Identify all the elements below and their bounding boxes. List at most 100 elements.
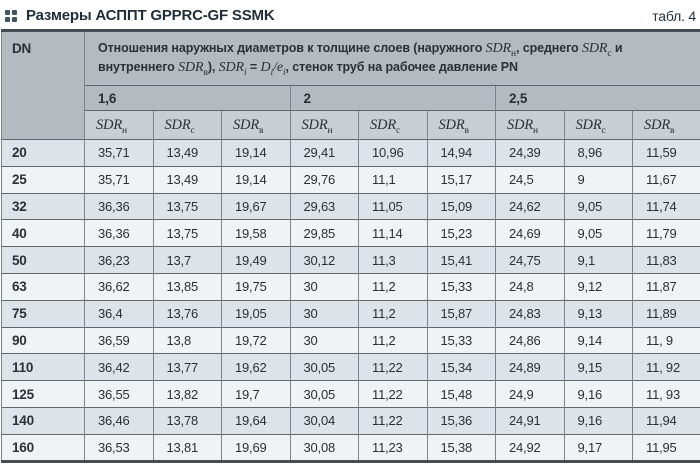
diameter-symbol: Di [260, 59, 274, 78]
sdr-value: 29,63 [289, 192, 359, 220]
sdr-value: 11,05 [358, 192, 427, 220]
sdr-value: 13,75 [152, 219, 222, 247]
sdr-value: 19,05 [221, 299, 290, 328]
dn-value: 75 [1, 299, 85, 328]
sdr-value: 11,67 [632, 165, 700, 194]
sdr-value: 19,49 [221, 246, 290, 274]
fraction-slash: / [273, 59, 277, 75]
sdr-value: 9,14 [563, 326, 633, 354]
sdr-value: 19,14 [221, 139, 290, 167]
sdr-outer-symbol: SDRн [485, 41, 516, 60]
sdr-value: 11,22 [358, 353, 427, 381]
description-text: Отношения наружных диаметров к толщине с… [98, 41, 486, 56]
table-row: 32 36,36 13,75 19,67 29,63 11,05 15,09 24,62 9,0… [1, 192, 700, 220]
sdr-value: 11,2 [358, 272, 427, 301]
dn-value: 20 [1, 139, 85, 167]
sdr-value: 19,75 [221, 272, 290, 301]
sdr-value: 19,64 [221, 406, 290, 435]
pn-groups-row: 1,6 2 2,5 [2, 85, 700, 111]
description-text: , среднего [515, 41, 582, 56]
sdr-value: 9,1 [563, 246, 633, 274]
table-head: DN Отношения наружных диаметров к толщин… [1, 30, 700, 140]
sdr-value: 29,41 [289, 139, 359, 167]
table-row: 63 36,62 13,85 19,75 30 11,2 15,33 24,8 9,12 11,8… [1, 272, 700, 301]
table-row: 110 36,42 13,77 19,62 30,05 11,22 15,34 24,89 9,… [1, 353, 700, 381]
table-row: 125 36,55 13,82 19,7 30,05 11,22 15,48 24,9 9,16… [1, 380, 700, 408]
sdr-value: 9,16 [563, 406, 633, 435]
sdr-middle-symbol: SDRс [581, 41, 612, 60]
sdr-columns-row: SDRн SDRс SDRв SDRн SDRс SDRв SDRн SDRс … [2, 110, 700, 140]
sdr-value: 36,62 [84, 272, 153, 301]
description-text: , стенок труб на рабочее давление PN [285, 59, 519, 74]
sdr-value: 36,36 [84, 219, 153, 247]
sdr-value: 24,69 [495, 219, 564, 247]
sdr-value: 13,82 [152, 380, 222, 408]
dn-value: 32 [1, 192, 85, 220]
sdr-column-header: SDRн [84, 110, 153, 140]
sdr-value: 11,74 [632, 192, 700, 220]
sdr-value: 19,14 [221, 165, 290, 194]
sdr-value: 15,33 [426, 326, 496, 354]
main-header-row: DN Отношения наружных диаметров к толщин… [1, 30, 700, 140]
table-row: 90 36,59 13,8 19,72 30 11,2 15,33 24,86 9,14 11, … [1, 326, 700, 354]
dn-column-header: DN [1, 30, 85, 140]
sdr-value: 11,79 [632, 219, 700, 247]
table-row: 160 36,53 13,81 19,69 30,08 11,23 15,38 24,92 9,… [1, 433, 700, 462]
sdr-value: 11,94 [632, 406, 700, 435]
sdr-value: 11,95 [632, 433, 700, 462]
sdr-column-header: SDRс [563, 110, 633, 140]
caption-bar: Размеры АСППТ GPPRC-GF SSMK табл. 4 [1, 3, 699, 28]
sdr-value: 13,78 [152, 406, 222, 435]
sdr-value: 29,76 [289, 165, 359, 194]
sdr-inner-symbol: SDRв [178, 59, 208, 78]
page-title: Размеры АСППТ GPPRC-GF SSMK [26, 7, 275, 24]
sdr-value: 15,87 [426, 299, 496, 328]
sdr-value: 13,75 [152, 192, 222, 220]
sdr-value: 36,53 [84, 433, 153, 462]
sdr-column-header: SDRс [358, 110, 427, 140]
table-row: 20 35,71 13,49 19,14 29,41 10,96 14,94 24,39 8,9… [1, 139, 700, 167]
sdr-value: 30,08 [289, 433, 359, 462]
sdr-column-header: SDRв [426, 110, 496, 140]
sdr-value: 11,87 [632, 272, 700, 301]
sdr-value: 13,8 [152, 326, 222, 354]
sdr-value: 13,81 [152, 433, 222, 462]
sdr-value: 13,77 [152, 353, 222, 381]
sdr-value: 11,59 [632, 139, 700, 167]
dn-value: 40 [1, 219, 85, 247]
sdr-value: 13,49 [152, 139, 222, 167]
sdr-value: 19,62 [221, 353, 290, 381]
sdr-value: 36,36 [84, 192, 153, 220]
sdr-value: 19,58 [221, 219, 290, 247]
sdr-value: 11,22 [358, 406, 427, 435]
sdr-value: 24,91 [495, 406, 564, 435]
sdr-value: 24,8 [495, 272, 564, 301]
sdr-value: 11, 93 [632, 380, 700, 408]
sdr-dimensions-table: DN Отношения наружных диаметров к толщин… [1, 29, 700, 463]
sdr-value: 13,85 [152, 272, 222, 301]
sdr-value: 15,36 [426, 406, 496, 435]
sdr-value: 36,23 [84, 246, 153, 274]
sdr-value: 15,48 [426, 380, 496, 408]
sdr-value: 11,2 [358, 326, 427, 354]
sdr-value: 11,22 [358, 380, 427, 408]
sdr-i-symbol: SDRi [218, 59, 247, 78]
sdr-value: 9,05 [563, 192, 633, 220]
dn-value: 125 [1, 380, 85, 408]
sdr-value: 15,33 [426, 272, 496, 301]
sdr-value: 36,42 [84, 353, 153, 381]
pn-group-header: 2,5 [495, 85, 700, 111]
sdr-value: 13,49 [152, 165, 222, 194]
sdr-value: 13,76 [152, 299, 222, 328]
sdr-value: 11,89 [632, 299, 700, 328]
sdr-value: 24,5 [495, 165, 564, 194]
sdr-value: 14,94 [426, 139, 496, 167]
dn-value: 140 [1, 406, 85, 435]
sdr-value: 9,05 [563, 219, 633, 247]
sdr-value: 11,83 [632, 246, 700, 274]
sdr-column-header: SDRв [221, 110, 290, 140]
sdr-value: 11,14 [358, 219, 427, 247]
sdr-value: 24,92 [495, 433, 564, 462]
sdr-value: 11,23 [358, 433, 427, 462]
